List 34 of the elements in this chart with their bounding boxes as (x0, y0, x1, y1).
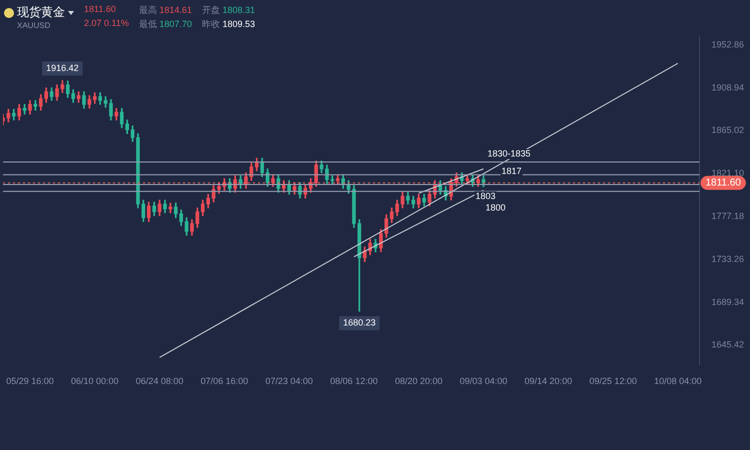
text: 最高 1814.61 (138, 5, 192, 15)
y-tick-label: 1908.94 (711, 82, 744, 92)
y-tick-label: 1733.26 (711, 254, 744, 264)
annotation: 1803 (476, 190, 496, 201)
x-tick-label: 06/24 08:00 (136, 376, 184, 386)
x-tick-label: 08/20 20:00 (394, 376, 442, 386)
y-tick-label: 1689.34 (711, 296, 744, 307)
annotation: 1817 (502, 166, 522, 176)
x-tick-label: 08/06 12:00 (330, 376, 378, 386)
y-tick-label: 1645.42 (711, 340, 744, 350)
x-tick-label: 06/10 00:00 (71, 376, 119, 386)
x-tick-label: 07/23 04:00 (265, 376, 313, 386)
text: 开盘 1808.31 (202, 5, 255, 15)
x-tick-label: 09/14 20:00 (524, 376, 572, 386)
y-tick-label: 1865.02 (711, 125, 744, 136)
annotation: 1800 (486, 202, 506, 213)
x-tick-label: 09/25 12:00 (589, 376, 637, 386)
annotation: 1916.42 (46, 63, 79, 74)
ref-line-label: 1811.60 (705, 178, 742, 189)
x-tick-label: 07/06 16:00 (200, 376, 248, 386)
y-tick-label: 1821.10 (711, 168, 744, 178)
chart-subtitle: XAUUSD (17, 21, 52, 30)
y-tick-label: 1952.86 (711, 39, 744, 50)
annotation: 1830-1835 (488, 148, 531, 159)
x-tick-label: 05/29 16:00 (6, 376, 54, 386)
text: 最低 1807.70 (138, 19, 192, 29)
text: 2.07 0.11% (84, 18, 129, 28)
x-tick-label: 10/08 04:00 (654, 376, 702, 386)
text: 1811.60 (84, 4, 116, 14)
x-tick-label: 09/03 04:00 (460, 376, 508, 386)
y-tick-label: 1777.18 (711, 211, 744, 222)
text: 昨收 1809.53 (202, 19, 255, 29)
annotation: 1680.23 (343, 318, 376, 328)
chart-title: 现货黄金 (17, 4, 65, 21)
